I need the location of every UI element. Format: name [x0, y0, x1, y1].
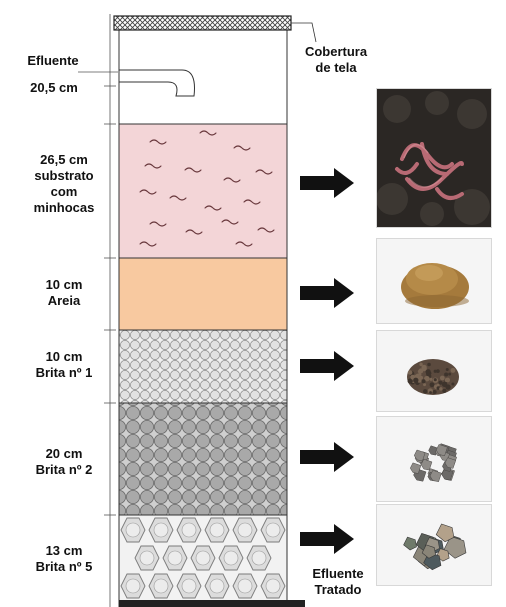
headspace-thickness-label: 20,5 cm [30, 80, 78, 95]
sand-pile-photo [376, 238, 492, 324]
arrow-gravel-5 [300, 524, 354, 554]
gravel-1-thickness: 10 cm [45, 349, 83, 364]
arrows [300, 168, 354, 554]
medium-gravel-photo [376, 416, 492, 502]
gravel-2-material: Brita nº 2 [35, 462, 93, 477]
earthworm-substrate-photo [376, 88, 492, 228]
arrow-gravel-2 [300, 442, 354, 472]
gravel-1-material: Brita nº 1 [35, 365, 93, 380]
arrow-sand [300, 278, 354, 308]
effluent-inlet-pipe [118, 69, 195, 97]
gravel-5-material: Brita nº 5 [35, 559, 93, 574]
gravel-5-label: 13 cm Brita nº 5 [14, 543, 114, 575]
outlet-band [119, 600, 305, 607]
gravel-2-layer [118, 402, 288, 516]
sand-label: 10 cm Areia [14, 277, 114, 309]
effluent-inlet-label: Efluente [27, 53, 79, 68]
cover-leader-line [291, 22, 317, 43]
sand-layer [118, 257, 288, 331]
worm-marks [139, 130, 275, 247]
gravel-5-thickness: 13 cm [45, 543, 83, 558]
treated-effluent-label: Efluente Tratado [312, 566, 364, 597]
coarse-gravel-photo [376, 504, 492, 586]
arrow-gravel-1 [300, 351, 354, 381]
substrate-layer [118, 123, 288, 259]
substrate-material: substrato com minhocas [33, 168, 95, 215]
fine-gravel-photo [376, 330, 492, 412]
gravel-1-layer [118, 329, 288, 404]
gravel-1-label: 10 cm Brita nº 1 [14, 349, 114, 381]
cover-label: Cobertura de tela [304, 44, 368, 75]
gravel-2-label: 20 cm Brita nº 2 [14, 446, 114, 478]
mesh-cover [113, 15, 292, 31]
substrate-label: 26,5 cm substrato com minhocas [14, 152, 114, 216]
sand-thickness: 10 cm [45, 277, 83, 292]
substrate-thickness: 26,5 cm [40, 152, 88, 167]
gravel-5-stones [120, 517, 286, 599]
sand-material: Areia [47, 293, 81, 308]
arrow-substrate [300, 168, 354, 198]
gravel-2-thickness: 20 cm [45, 446, 83, 461]
dimension-lines [78, 14, 118, 607]
